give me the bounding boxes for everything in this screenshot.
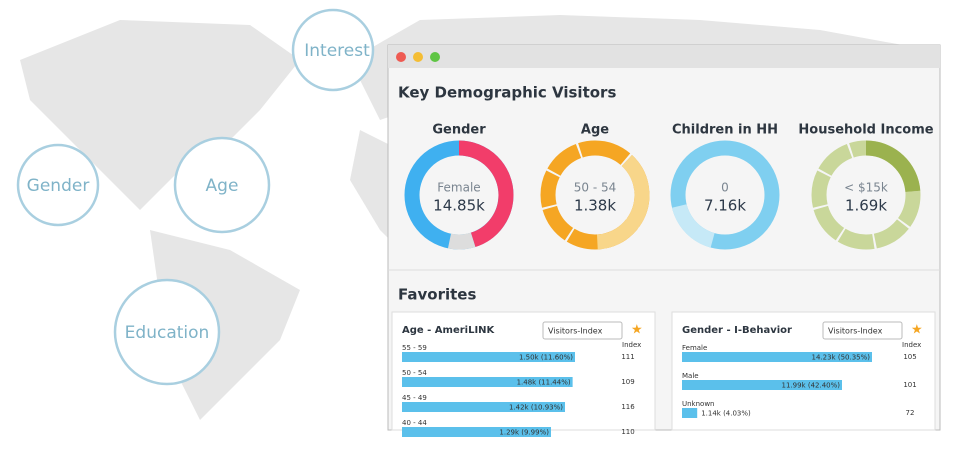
index-value: 110 [621,428,634,436]
row-label: Unknown [682,400,715,408]
donut [670,140,780,250]
bar-label: 1.14k (4.03%) [701,410,751,418]
donut-segment [670,140,780,250]
bar [682,352,872,362]
bubble [173,136,271,234]
zoom-button[interactable] [430,52,440,62]
row-label: Female [682,344,707,352]
bar-label: 1.29k (9.99%) [499,429,549,437]
donut-center-label: < $15k [844,181,888,195]
donut [540,140,650,250]
title-bar [388,45,940,68]
bubble [113,278,221,386]
bar-label: 14.23k (50.35%) [812,354,871,362]
donut-center-value: 14.85k [433,197,485,215]
bar [402,427,551,437]
star[interactable]: ★ [911,323,923,338]
donut-segment [404,140,514,250]
donut [404,140,514,250]
index-value: 101 [903,381,916,389]
donut-title: Age [581,123,609,138]
row-label: 45 - 49 [402,394,427,402]
row-label: Male [682,372,699,380]
dropdown-text: Visitors-Index [548,327,603,336]
index-value: 72 [906,409,915,417]
donut-center-label: 0 [721,181,729,195]
close-button[interactable] [396,52,406,62]
donut-center-value: 1.69k [845,197,887,215]
donut-segment [404,140,514,250]
panel-title: Gender - I-Behavior [682,325,792,336]
panel-title: Age - AmeriLINK [402,325,496,336]
map-label: Age [206,176,239,196]
donut-texts: Gender Female 14.85k Age 50 - 54 1.38k Childre… [432,123,933,215]
bar-label: 11.99k (42.40%) [782,382,841,390]
donut-segment [540,140,650,250]
index-value: 116 [621,403,635,411]
bar [402,377,573,387]
bubble [16,143,100,227]
star[interactable]: ★ [631,323,643,338]
bar [682,380,842,390]
map-label: Education [125,323,210,343]
index-value: 105 [903,353,916,361]
map-bubbles: Interest Gender Age Education [16,8,375,386]
index-value: 109 [621,378,634,386]
row-label: 40 - 44 [402,419,427,427]
donut [811,140,921,250]
minimize-button[interactable] [413,52,423,62]
donut-title: Gender [432,123,486,138]
index-header: Index [622,341,641,349]
dropdown-text: Visitors-Index [828,327,883,336]
donut-center-label: 50 - 54 [574,181,617,195]
row-label: 55 - 59 [402,344,427,352]
donut-title: Household Income [798,123,933,138]
donut-title: Children in HH [672,123,778,138]
panels: Age - AmeriLINK Visitors-Index ★ Index 55 - … [391,311,936,437]
app-window: Key Demographic Visitors Gender Female 14.… [387,44,941,437]
section-title: Favorites [398,286,476,304]
bar-label: 1.48k (11.44%) [517,379,571,387]
donut-center-label: Female [437,181,480,195]
bar [682,408,698,418]
row-label: 50 - 54 [402,369,427,377]
map-label: Interest [304,41,370,61]
map-label: Gender [27,176,90,196]
donut-center-value: 7.16k [704,197,746,215]
index-header: Index [902,341,921,349]
donut-center-value: 1.38k [574,197,616,215]
donut-segment [811,140,921,250]
dropdown[interactable] [822,321,903,340]
bar [402,402,566,412]
section-title: Key Demographic Visitors [398,84,616,102]
dropdown[interactable] [542,321,623,340]
bubble [291,8,375,92]
bar [402,352,575,362]
bar-label: 1.42k (10.93%) [509,404,563,412]
bar-label: 1.50k (11.60%) [519,354,573,362]
index-value: 111 [621,353,634,361]
